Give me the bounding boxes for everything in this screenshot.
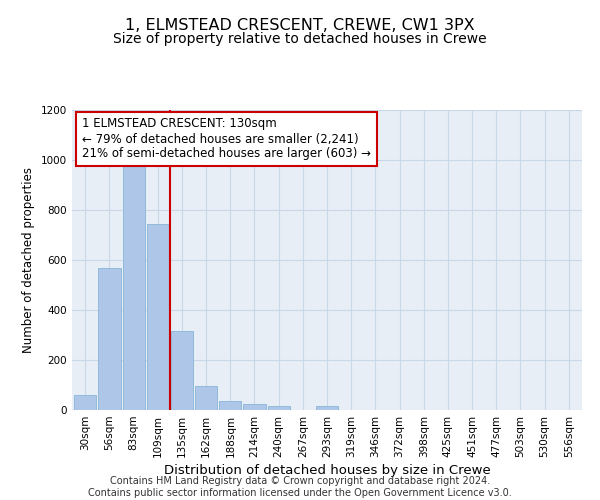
Bar bbox=[316, 406, 338, 410]
Text: Size of property relative to detached houses in Crewe: Size of property relative to detached ho… bbox=[113, 32, 487, 46]
Bar bbox=[219, 400, 241, 410]
Bar bbox=[268, 406, 290, 410]
Text: 1, ELMSTEAD CRESCENT, CREWE, CW1 3PX: 1, ELMSTEAD CRESCENT, CREWE, CW1 3PX bbox=[125, 18, 475, 32]
Bar bbox=[171, 331, 193, 410]
Text: Contains HM Land Registry data © Crown copyright and database right 2024.
Contai: Contains HM Land Registry data © Crown c… bbox=[88, 476, 512, 498]
Bar bbox=[195, 386, 217, 410]
Bar bbox=[146, 224, 169, 410]
Text: 1 ELMSTEAD CRESCENT: 130sqm
← 79% of detached houses are smaller (2,241)
21% of : 1 ELMSTEAD CRESCENT: 130sqm ← 79% of det… bbox=[82, 118, 371, 160]
Bar bbox=[74, 394, 97, 410]
X-axis label: Distribution of detached houses by size in Crewe: Distribution of detached houses by size … bbox=[164, 464, 490, 477]
Y-axis label: Number of detached properties: Number of detached properties bbox=[22, 167, 35, 353]
Bar bbox=[122, 159, 145, 410]
Bar bbox=[244, 404, 266, 410]
Bar bbox=[98, 268, 121, 410]
